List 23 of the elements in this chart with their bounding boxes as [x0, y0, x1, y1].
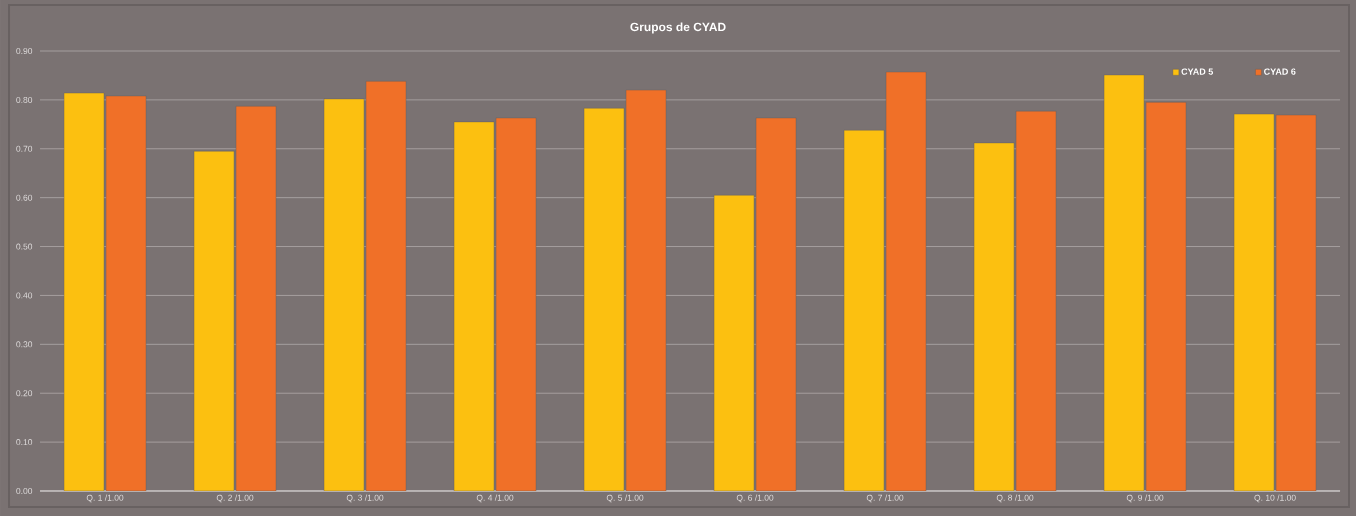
y-tick-label: 0.20 [16, 390, 33, 397]
x-tick-label: Q. 3 /1.00 [346, 494, 384, 503]
y-tick-label: 0.00 [16, 487, 33, 494]
x-tick-label: Q. 7 /1.00 [866, 494, 904, 503]
x-tick-label: Q. 4 /1.00 [476, 494, 514, 503]
y-tick-label: 0.30 [16, 341, 33, 348]
y-tick-label: 0.50 [16, 243, 33, 250]
x-tick-label: Q. 1 /1.00 [86, 494, 124, 503]
x-tick-label: Q. 5 /1.00 [606, 494, 644, 503]
chart-title: Grupos de CYAD [630, 22, 726, 34]
y-tick-label: 0.70 [16, 145, 33, 152]
y-tick-label: 0.80 [16, 96, 33, 103]
x-tick-label: Q. 6 /1.00 [736, 494, 774, 503]
x-tick-label: Q. 8 /1.00 [996, 494, 1034, 503]
x-tick-label: Q. 9 /1.00 [1126, 494, 1164, 503]
y-tick-label: 0.10 [16, 439, 33, 446]
x-tick-label: Q. 2 /1.00 [216, 494, 254, 503]
y-tick-label: 0.60 [16, 194, 33, 201]
legend-label: CYAD 6 [1264, 68, 1296, 75]
legend-label: CYAD 5 [1181, 68, 1214, 75]
x-tick-label: Q. 10 /1.00 [1254, 494, 1296, 503]
y-tick-label: 0.40 [16, 292, 33, 299]
y-tick-label: 0.90 [16, 48, 33, 55]
